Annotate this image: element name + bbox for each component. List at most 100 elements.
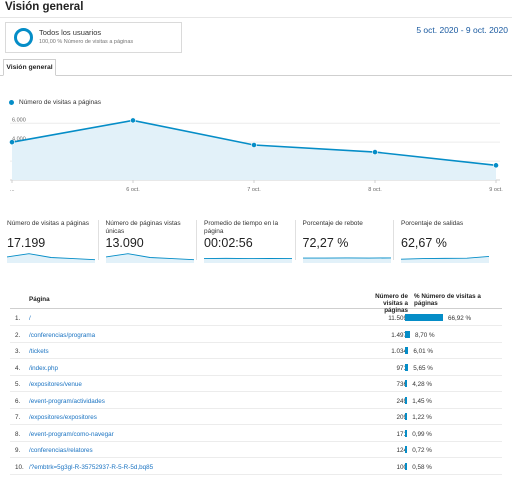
metric-tile[interactable]: Porcentaje de rebote 72,27 % <box>296 218 393 266</box>
x-tick-label: ... <box>10 187 15 193</box>
visits-value: 124 <box>396 447 407 454</box>
visits-value: 11.509 <box>388 315 407 322</box>
metric-sparkline <box>302 257 391 263</box>
metric-tile[interactable]: Porcentaje de salidas 62,67 % <box>394 218 491 266</box>
data-point[interactable] <box>9 139 15 146</box>
series-area <box>12 120 496 180</box>
page-link[interactable]: /expositores/expositores <box>29 414 97 421</box>
segment-circle-icon <box>14 28 33 47</box>
row-index: 5. <box>15 381 21 388</box>
table-row: 1. / 11.509 66,92 % <box>10 310 502 326</box>
percent-value: 6,01 % <box>413 348 434 355</box>
page-link[interactable]: / <box>29 315 31 322</box>
metric-label: Número de páginas vistas únicas <box>105 220 181 235</box>
metric-tiles: Número de visitas a páginas 17.199 Número … <box>0 218 512 268</box>
x-tick-label: 9 oct. <box>489 187 503 193</box>
page-title: Visión general <box>5 1 84 13</box>
table-row: 4. /index.php 971 5,65 % <box>10 360 502 376</box>
row-index: 8. <box>15 430 21 438</box>
data-point[interactable] <box>130 117 136 124</box>
row-index: 9. <box>15 447 21 454</box>
percent-value: 8,70 % <box>414 331 435 339</box>
table-row: 10. /?embtrk=5g3gl-R-35752937-R-5-R-5d,bq… <box>10 459 502 475</box>
date-range-picker[interactable]: 5 oct. 2020 - 9 oct. 2020 <box>416 25 508 35</box>
row-index: 4. <box>15 364 21 372</box>
segment-name: Todos los usuarios <box>39 28 102 37</box>
table-row: 7. /expositores/expositores 209 1,22 % <box>10 409 502 425</box>
metric-sparkline <box>7 253 95 263</box>
segment-subtitle: 100,00 % Número de visitas a páginas <box>39 39 134 45</box>
metric-label: Porcentaje de salidas <box>401 220 464 227</box>
percent-bar <box>405 363 409 371</box>
tile-divider <box>294 220 296 260</box>
table-row: 5. /expositores/venue 736 4,28 % <box>10 376 502 392</box>
y-tick-label: 6.000 <box>12 118 26 124</box>
page-link[interactable]: /conferencias/relatores <box>29 447 93 454</box>
percent-value: 5,65 % <box>413 364 433 372</box>
segment-selector[interactable]: Todos los usuarios 100,00 % Número de vi… <box>5 22 182 53</box>
metric-label: Número de visitas a páginas <box>7 220 90 227</box>
percent-value: 1,45 % <box>412 397 432 405</box>
metric-value: 62,67 % <box>401 236 447 250</box>
visits-value: 249 <box>396 397 407 405</box>
legend-dot-icon <box>9 100 14 105</box>
data-point[interactable] <box>493 162 499 169</box>
table-row: 3. /tickets 1.034 6,01 % <box>10 343 502 359</box>
data-point[interactable] <box>251 142 257 148</box>
column-header-visits[interactable]: Número de visitas a páginas <box>375 293 408 314</box>
row-index: 1. <box>15 315 21 322</box>
percent-value: 0,58 % <box>412 463 432 471</box>
tab-overview[interactable]: Visión general <box>3 59 56 76</box>
x-tick-label: 7 oct. <box>247 187 261 193</box>
tile-divider <box>393 220 394 260</box>
visits-value: 1.034 <box>391 348 407 355</box>
page-link[interactable]: /tickets <box>29 348 49 355</box>
visits-value: 171 <box>396 430 407 438</box>
data-point[interactable] <box>372 149 378 155</box>
percent-bar <box>405 429 408 437</box>
percent-bar <box>405 446 408 453</box>
row-index: 2. <box>15 331 21 339</box>
row-index: 10. <box>15 463 24 471</box>
metric-tile[interactable]: Promedio de tiempo en la página 00:02:56 <box>197 218 294 266</box>
percent-bar <box>405 380 408 387</box>
tab-bar-divider <box>0 75 512 76</box>
column-header-page[interactable]: Página <box>29 296 50 303</box>
row-index: 6. <box>15 397 21 405</box>
page-link[interactable]: /conferencias/programa <box>29 331 96 339</box>
column-header-pct[interactable]: % Número de visitas a páginas <box>414 293 481 307</box>
row-index: 3. <box>15 348 21 355</box>
visits-value: 1.497 <box>391 331 407 339</box>
percent-bar <box>405 413 408 420</box>
visits-value: 971 <box>396 364 407 372</box>
percent-value: 0,99 % <box>412 430 432 438</box>
page-link[interactable]: /expositores/venue <box>29 381 82 388</box>
legend-label: Número de visitas a páginas <box>19 99 102 106</box>
metric-sparkline <box>105 253 194 263</box>
percent-bar <box>405 462 408 470</box>
page-link[interactable]: /?embtrk=5g3gl-R-35752937-R-5-R-5d,bq85 <box>29 463 154 471</box>
x-tick-label: 8 oct. <box>368 187 382 193</box>
table-row: 2. /conferencias/programa 1.497 8,70 % <box>10 327 502 343</box>
metric-label: Porcentaje de rebote <box>302 220 363 227</box>
metric-value: 00:02:56 <box>204 236 253 250</box>
metric-sparkline <box>204 257 292 263</box>
table-row: 9. /conferencias/relatores 124 0,72 % <box>10 442 502 458</box>
metric-tile[interactable]: Número de páginas vistas únicas 13.090 <box>99 218 196 266</box>
page-link[interactable]: /event-program/como-navegar <box>29 430 114 438</box>
row-index: 7. <box>15 414 21 421</box>
page-link[interactable]: /event-program/actividades <box>29 397 105 405</box>
percent-value: 0,72 % <box>412 447 432 454</box>
page-link[interactable]: /index.php <box>29 364 59 372</box>
metric-label: Promedio de tiempo en la página <box>204 220 279 235</box>
x-tick-label: 6 oct. <box>126 187 140 193</box>
percent-value: 66,92 % <box>448 315 472 322</box>
visits-value: 736 <box>396 381 407 388</box>
metric-tile[interactable]: Número de visitas a páginas 17.199 <box>0 218 97 266</box>
header-divider <box>0 17 512 18</box>
metric-value: 13.090 <box>105 236 144 250</box>
percent-bar <box>405 314 443 321</box>
chart-legend[interactable]: Número de visitas a páginas <box>9 99 101 106</box>
percent-value: 4,28 % <box>412 381 433 388</box>
